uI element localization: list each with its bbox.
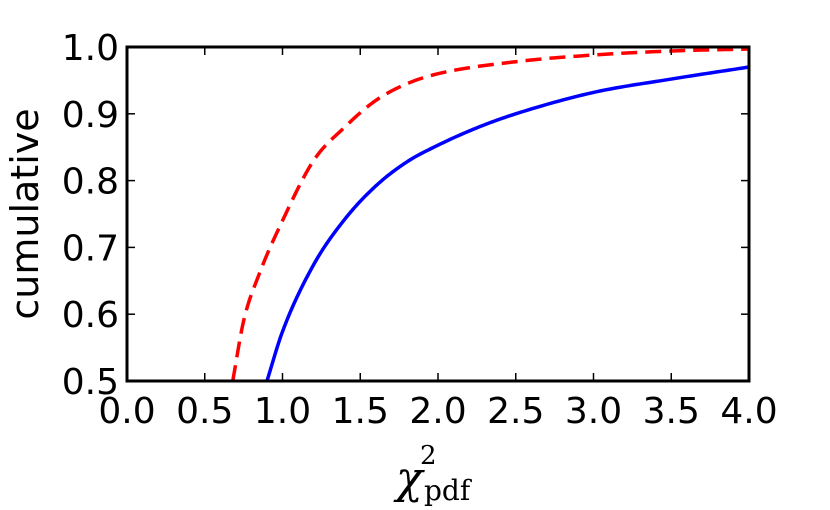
x-axis-label-main: χ bbox=[393, 453, 425, 504]
series-line-0 bbox=[231, 47, 750, 382]
y-tick-label: 0.7 bbox=[62, 228, 119, 269]
x-tick-label: 3.5 bbox=[643, 391, 700, 432]
series-layer bbox=[231, 47, 750, 382]
x-tick-label: 0.5 bbox=[176, 391, 233, 432]
x-axis-label-sup: 2 bbox=[420, 441, 437, 471]
tick-labels-layer: 0.0 0.5 1.0 1.5 2.0 2.5 3.0 3.5 4.00.50.60.70.80… bbox=[62, 28, 778, 432]
x-axis-label: χ 2 pdf bbox=[393, 441, 473, 507]
x-tick-label: 2.5 bbox=[487, 391, 544, 432]
ticks-layer bbox=[126, 46, 750, 382]
x-tick-label: 1.5 bbox=[332, 391, 389, 432]
y-tick-label: 0.5 bbox=[62, 362, 119, 403]
x-tick-label: 4.0 bbox=[720, 391, 777, 432]
y-tick-label: 0.6 bbox=[62, 295, 119, 336]
x-tick-label: 0.0 bbox=[98, 391, 155, 432]
y-axis-label: cumulative bbox=[3, 108, 47, 319]
x-axis-label-sub: pdf bbox=[424, 474, 473, 507]
plot-frame bbox=[125, 45, 751, 383]
y-tick-label: 0.8 bbox=[62, 162, 119, 203]
y-tick-label: 1.0 bbox=[62, 28, 119, 69]
x-tick-label: 3.0 bbox=[565, 391, 622, 432]
x-tick-label: 1.0 bbox=[254, 391, 311, 432]
x-tick-label: 2.0 bbox=[409, 391, 466, 432]
series-line-1 bbox=[265, 65, 750, 382]
y-tick-label: 0.9 bbox=[62, 95, 119, 136]
